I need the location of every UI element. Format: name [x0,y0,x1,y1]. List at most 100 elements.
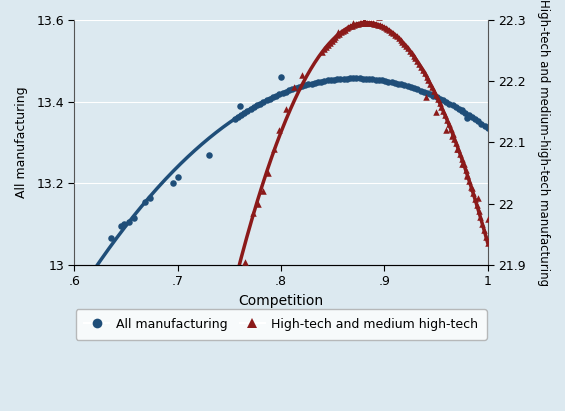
Point [386,28,396,35]
Point [237,111,246,118]
Point [461,110,470,116]
Point [435,99,444,106]
Point [349,75,358,82]
Point [432,94,441,101]
Point [266,95,275,102]
Point [398,39,407,45]
Point [256,100,265,107]
Point [381,25,390,31]
Point [363,19,372,26]
Point [454,106,463,112]
Point [297,83,306,90]
Point [304,81,313,88]
Point [288,86,297,92]
Point [467,184,476,190]
Point [364,19,373,26]
Point [318,48,327,55]
Point [471,116,480,122]
Point [125,219,134,225]
Point [452,140,461,147]
Point [337,29,346,35]
Point [173,174,182,180]
Point [423,90,432,96]
Point [389,30,398,37]
Point [333,76,342,83]
Point [289,84,298,91]
Y-axis label: High-tech and medium-high-tech manufacturing: High-tech and medium-high-tech manufactu… [537,0,550,286]
Point [399,41,408,47]
Point [474,208,483,214]
Point [421,93,431,100]
Point [329,76,338,83]
Point [394,35,403,42]
Point [258,188,267,195]
Point [481,233,490,240]
Point [339,75,348,82]
Point [270,145,279,152]
Point [441,112,450,119]
Point [347,22,357,29]
Point [327,37,336,44]
Point [371,76,380,83]
Point [385,27,394,34]
Point [464,111,473,118]
Point [344,24,353,31]
Point [326,77,335,83]
Point [383,26,392,32]
Point [412,58,421,65]
Point [253,102,262,109]
Point [473,118,483,125]
Point [277,74,286,81]
Point [351,21,360,28]
Point [316,78,325,85]
Point [390,31,399,38]
Point [384,78,393,85]
Point [397,81,406,88]
Point [407,50,416,56]
Legend: All manufacturing, High-tech and medium high-tech: All manufacturing, High-tech and medium … [76,309,486,339]
Point [463,173,472,180]
Point [350,22,359,28]
Point [278,90,287,96]
Point [362,76,371,82]
Point [409,53,418,59]
Point [116,223,125,229]
Point [447,133,456,140]
Point [353,21,362,27]
Point [480,122,489,129]
Point [472,201,481,208]
Point [168,180,177,187]
Point [272,92,281,99]
Point [281,88,290,95]
Point [420,70,429,76]
X-axis label: Competition: Competition [238,294,324,308]
Point [405,47,414,54]
Point [106,235,115,242]
Point [334,30,344,37]
Point [294,84,303,90]
Point [320,78,329,84]
Point [444,121,453,127]
Point [355,75,364,82]
Point [204,151,213,158]
Point [376,22,385,29]
Point [379,24,388,30]
Point [411,55,420,62]
Point [291,85,300,92]
Point [428,84,437,90]
Point [402,43,411,49]
Point [448,130,457,137]
Point [368,20,377,26]
Point [130,215,139,221]
Point [357,20,366,26]
Point [458,161,467,167]
Point [418,67,427,74]
Point [331,34,340,40]
Point [262,97,271,104]
Point [454,145,463,152]
Point [355,20,364,27]
Point [243,108,252,114]
Point [442,127,451,134]
Point [451,104,460,111]
Point [467,114,476,120]
